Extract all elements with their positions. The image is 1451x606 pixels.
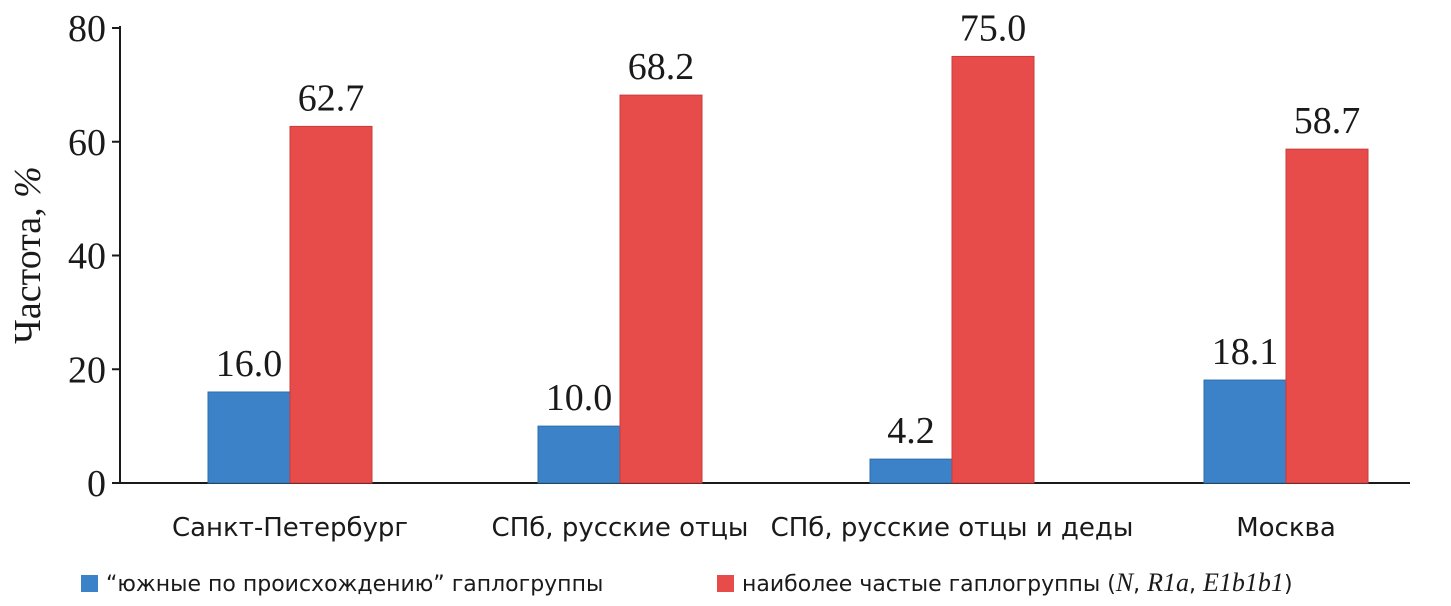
value-label-frequent-1: 68.2 [628,46,695,88]
y-axis-title: Частота, % [7,166,49,344]
bar-frequent-0 [289,125,373,484]
legend-label-frequent: наиболее частые гаплогруппы (N, R1a, E1b… [742,568,1293,597]
bar-southern-0 [207,391,291,484]
y-tick-label: 20 [68,349,106,391]
value-labels: 16.0 62.7 10.0 68.2 4.2 75.0 18.1 58.7 [216,7,1361,452]
y-tick-label: 0 [87,463,106,505]
value-label-southern-1: 10.0 [546,377,613,419]
bar-southern-1 [537,425,621,484]
value-label-frequent-0: 62.7 [298,77,365,119]
legend: “южные по происхождению” гаплогруппы наи… [81,568,1293,597]
value-label-southern-3: 18.1 [1212,331,1279,373]
bars [207,55,1369,484]
bar-frequent-1 [619,94,703,484]
y-tick-label: 80 [68,8,106,50]
category-label-0: Санкт-Петербург [172,513,408,543]
bar-southern-3 [1203,379,1287,484]
legend-label-southern: “южные по происхождению” гаплогруппы [106,572,603,597]
value-label-southern-0: 16.0 [216,343,283,385]
value-label-frequent-3: 58.7 [1294,100,1361,142]
y-tick-label: 40 [68,236,106,278]
bar-frequent-3 [1285,148,1369,484]
legend-swatch-frequent [717,575,734,592]
bar-southern-2 [869,458,953,484]
category-labels: Санкт-Петербург СПб, русские отцы СПб, рус… [172,513,1336,543]
y-tick-labels: 0 20 40 60 80 [68,8,106,505]
category-label-2: СПб, русские отцы и деды [771,513,1134,543]
value-label-southern-2: 4.2 [887,410,935,452]
bar-frequent-2 [951,55,1035,484]
category-label-1: СПб, русские отцы [492,513,749,543]
value-label-frequent-2: 75.0 [960,7,1027,49]
category-label-3: Москва [1236,513,1336,543]
y-tick-label: 60 [68,122,106,164]
legend-swatch-southern [81,575,98,592]
